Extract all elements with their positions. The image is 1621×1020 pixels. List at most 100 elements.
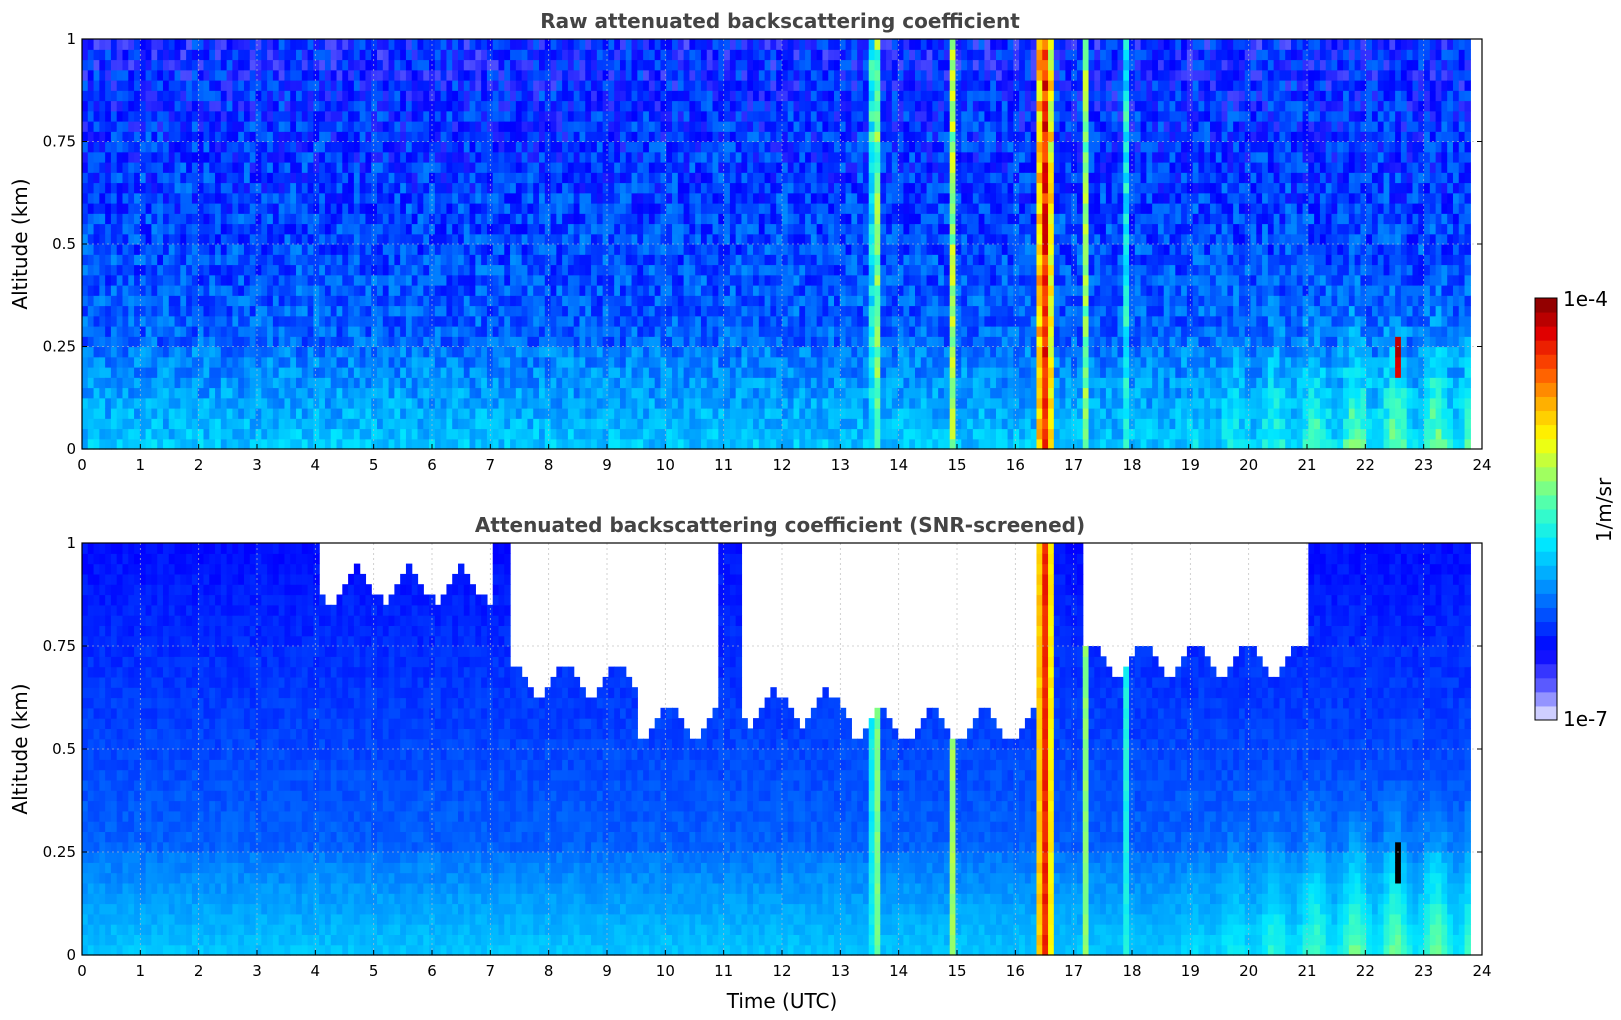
heatmap-cell [400, 285, 407, 296]
heatmap-cell [405, 59, 413, 71]
heatmap-cell [724, 172, 731, 184]
heatmap-cell [284, 387, 291, 399]
heatmap-cell [562, 285, 569, 296]
heatmap-cell [232, 223, 239, 235]
heatmap-cell [770, 110, 777, 122]
heatmap-cell [353, 80, 361, 91]
heatmap-cell [764, 182, 771, 194]
heatmap-cell [307, 172, 314, 184]
heatmap-cell [290, 162, 297, 173]
heatmap-cell [255, 69, 262, 81]
heatmap-cell [249, 110, 257, 122]
heatmap-cell [729, 274, 737, 286]
heatmap-cell [660, 100, 667, 112]
heatmap-cell [799, 100, 806, 112]
heatmap-cell [145, 408, 153, 419]
heatmap-cell [654, 59, 662, 71]
heatmap-cell [666, 356, 673, 368]
heatmap-cell [585, 90, 592, 102]
heatmap-cell [348, 131, 355, 143]
heatmap-cell [174, 121, 181, 132]
heatmap-cell [440, 131, 448, 143]
heatmap-cell [458, 315, 465, 327]
heatmap-cell [319, 408, 326, 419]
heatmap-cell [145, 223, 153, 235]
heatmap-cell [417, 397, 424, 409]
heatmap-cell [700, 356, 708, 368]
heatmap-cell [637, 356, 644, 368]
heatmap-cell [359, 213, 367, 225]
heatmap-cell [174, 418, 181, 430]
heatmap-cell [290, 418, 297, 430]
heatmap-cell [93, 69, 100, 81]
heatmap-cell [151, 377, 158, 389]
heatmap-cell [388, 233, 395, 245]
heatmap-cell [429, 336, 436, 348]
heatmap-cell [128, 39, 135, 50]
heatmap-cell [776, 39, 783, 50]
heatmap-cell [475, 90, 482, 102]
heatmap-cell [99, 39, 106, 50]
heatmap-cell [729, 59, 737, 71]
heatmap-cell [405, 90, 413, 102]
heatmap-cell [162, 182, 170, 194]
heatmap-cell [683, 80, 690, 91]
heatmap-cell [695, 346, 702, 358]
heatmap-cell [290, 254, 297, 266]
heatmap-cell [382, 285, 390, 296]
heatmap-cell [157, 397, 164, 409]
heatmap-cell [544, 264, 552, 276]
heatmap-cell [82, 141, 89, 153]
heatmap-cell [735, 346, 743, 358]
heatmap-cell [151, 59, 158, 71]
heatmap-cell [359, 131, 367, 143]
heatmap-cell [99, 203, 106, 214]
heatmap-cell [683, 295, 690, 307]
heatmap-cell [110, 162, 118, 173]
heatmap-cell [735, 418, 743, 430]
heatmap-cell [99, 110, 106, 122]
heatmap-cell [556, 49, 563, 61]
heatmap-cell [735, 69, 743, 81]
heatmap-cell [232, 69, 239, 81]
heatmap-cell [562, 274, 569, 286]
heatmap-cell [527, 203, 534, 214]
heatmap-cell [781, 90, 789, 102]
heatmap-cell [631, 254, 638, 266]
heatmap-cell [122, 264, 129, 276]
heatmap-cell [602, 438, 610, 450]
heatmap-cell [538, 131, 546, 143]
heatmap-cell [538, 274, 546, 286]
heatmap-cell [619, 121, 627, 132]
heatmap-cell [446, 274, 453, 286]
heatmap-cell [110, 223, 118, 235]
heatmap-cell [423, 428, 430, 440]
heatmap-cell [330, 39, 338, 50]
heatmap-cell [261, 408, 268, 419]
heatmap-cell [272, 69, 280, 81]
heatmap-cell [116, 182, 124, 194]
heatmap-cell [93, 121, 100, 132]
heatmap-cell [220, 110, 228, 122]
heatmap-cell [162, 387, 170, 399]
heatmap-cell [700, 162, 708, 173]
heatmap-cell [724, 141, 731, 153]
heatmap-cell [249, 203, 257, 214]
heatmap-cell [504, 315, 511, 327]
heatmap-cell [567, 141, 575, 153]
heatmap-cell [781, 244, 789, 255]
heatmap-cell [596, 110, 604, 122]
heatmap-cell [753, 59, 760, 71]
heatmap-cell [284, 438, 291, 450]
heatmap-cell [267, 121, 274, 132]
heatmap-cell [776, 141, 783, 153]
heatmap-cell [608, 367, 615, 378]
heatmap-cell [677, 438, 685, 450]
heatmap-cell [706, 428, 714, 440]
heatmap-cell [278, 151, 286, 163]
heatmap-cell [377, 305, 384, 317]
heatmap-cell [700, 213, 708, 225]
heatmap-cell [319, 428, 326, 440]
heatmap-cell [226, 100, 233, 112]
heatmap-cell [116, 162, 124, 173]
